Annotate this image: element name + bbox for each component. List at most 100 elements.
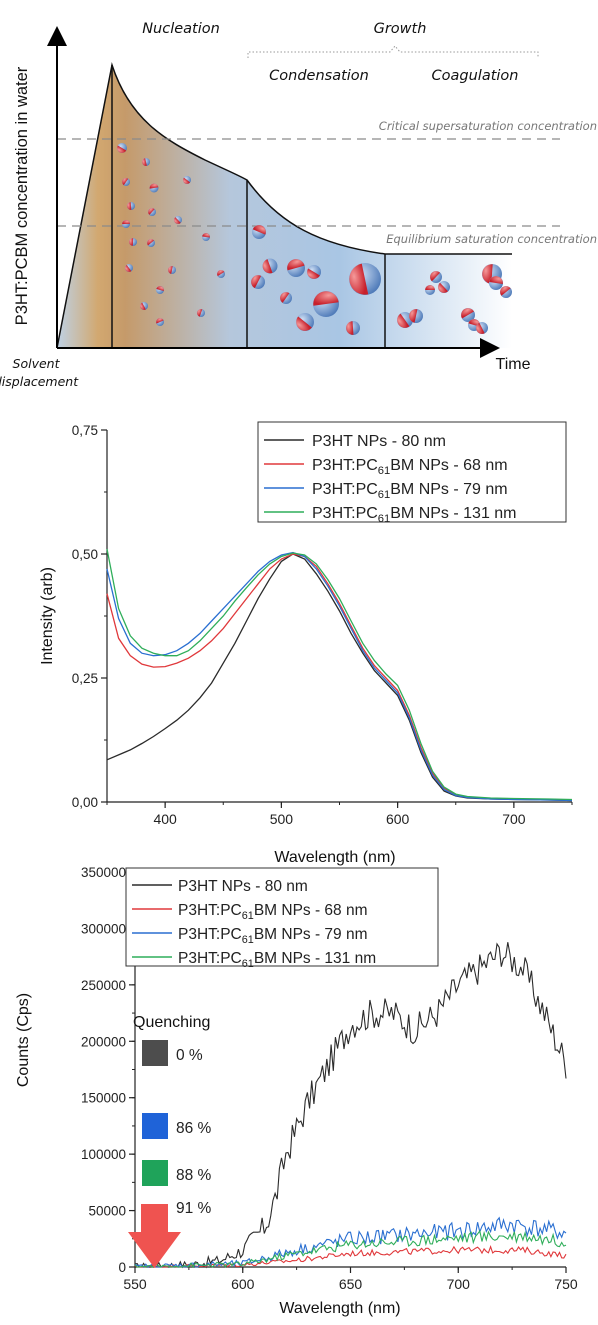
nanoparticles	[117, 143, 512, 335]
diagram-xlabel: Time	[496, 356, 531, 373]
growth-bracket	[247, 45, 539, 58]
emission-series-line	[134, 942, 567, 1269]
quenching-swatch	[142, 1040, 168, 1066]
nanoparticle	[156, 286, 164, 294]
y-tick-label: 200000	[81, 1034, 126, 1049]
nanoparticle	[202, 233, 210, 241]
nanoparticle	[307, 265, 321, 279]
concentration-area	[57, 65, 512, 348]
x-tick-label: 400	[153, 811, 177, 827]
nanoparticle	[346, 321, 360, 335]
concentration-curve	[56, 62, 512, 349]
quenching-value: 0 %	[176, 1047, 203, 1064]
emission-series-line	[134, 1245, 567, 1268]
x-tick-label: 700	[502, 811, 526, 827]
x-tick-label: 550	[123, 1276, 147, 1292]
absorption-xlabel: Wavelength (nm)	[274, 849, 395, 866]
nanoparticle	[287, 259, 305, 277]
legend-label: P3HT:PC61BM NPs - 68 nm	[312, 457, 508, 477]
nanoparticle	[148, 208, 156, 216]
solvent-label-line2: displacement	[0, 374, 79, 389]
legend-label: P3HT NPs - 80 nm	[312, 433, 446, 450]
quenching-arrow-icon	[128, 1204, 181, 1268]
nucleation-growth-diagram: P3HT:PCBM concentration in water Time Nu…	[0, 21, 597, 389]
absorption-series-line	[106, 553, 573, 801]
x-tick-label: 600	[386, 811, 410, 827]
emission-ylabel: Counts (Cps)	[15, 993, 32, 1087]
nanoparticle	[252, 225, 266, 239]
absorption-series-line	[106, 551, 573, 802]
nanoparticle	[349, 263, 381, 295]
y-tick-label: 150000	[81, 1091, 126, 1106]
nanoparticle	[117, 143, 127, 153]
nanoparticle	[168, 266, 176, 274]
nanoparticle	[125, 264, 133, 272]
nanoparticle	[217, 270, 225, 278]
critical-level-label: Critical supersaturation concentration	[379, 119, 597, 133]
nanoparticle	[251, 275, 265, 289]
y-tick-label: 0,25	[72, 671, 98, 686]
quenching-title: Quenching	[133, 1014, 210, 1031]
y-tick-label: 0,00	[72, 795, 98, 810]
y-tick-label: 0,75	[72, 423, 98, 438]
legend-box	[257, 421, 567, 523]
x-tick-label: 500	[270, 811, 294, 827]
emission-legend: P3HT NPs - 80 nm P3HT:PC61BM NPs - 68 nm P…	[125, 867, 439, 970]
nanoparticle	[129, 238, 137, 246]
equilibrium-level-label: Equilibrium saturation concentration	[386, 232, 597, 246]
legend-box	[125, 867, 439, 967]
absorption-series-line	[106, 553, 573, 802]
nanoparticle	[430, 271, 442, 283]
absorption-series-line	[106, 548, 573, 801]
diagram-ylabel: P3HT:PCBM concentration in water	[13, 66, 31, 325]
emission-chart: Counts (Cps) Wavelength (nm) Quenching 5…	[15, 865, 578, 1317]
nanoparticle	[122, 178, 130, 186]
legend-label: P3HT:PC61BM NPs - 131 nm	[178, 950, 376, 970]
quenching-swatch	[142, 1113, 168, 1139]
nanoparticle	[174, 216, 182, 224]
x-tick-label: 700	[447, 1276, 471, 1292]
nanoparticle	[461, 308, 475, 322]
absorption-legend: P3HT NPs - 80 nm P3HT:PC61BM NPs - 68 nm P…	[257, 421, 567, 525]
quenching-legend: 0 % 86 % 88 % 91 %	[128, 1040, 212, 1268]
y-tick-label: 0	[118, 1260, 126, 1275]
emission-series-line	[134, 1229, 567, 1269]
nanoparticle	[500, 286, 512, 298]
legend-label: P3HT NPs - 80 nm	[178, 878, 308, 895]
nanoparticle	[313, 291, 339, 317]
phase-condensation: Condensation	[269, 68, 369, 84]
nanoparticle	[262, 258, 278, 274]
phase-growth: Growth	[374, 21, 427, 37]
nanoparticle	[127, 202, 135, 210]
nanoparticle	[140, 302, 148, 310]
legend-label: P3HT:PC61BM NPs - 79 nm	[178, 926, 368, 946]
nanoparticle	[296, 313, 314, 331]
y-tick-label: 300000	[81, 921, 126, 936]
y-tick-label: 100000	[81, 1147, 126, 1162]
y-tick-label: 250000	[81, 978, 126, 993]
nanoparticle	[409, 309, 423, 323]
nanoparticle	[489, 276, 503, 290]
nanoparticle	[476, 322, 488, 334]
quenching-swatch	[142, 1160, 168, 1186]
legend-label: P3HT:PC61BM NPs - 79 nm	[312, 481, 508, 501]
absorption-chart: Intensity (arb) Wavelength (nm) 400 500 60…	[39, 421, 573, 866]
nanoparticle	[438, 281, 450, 293]
nanoparticle	[280, 292, 292, 304]
y-tick-label: 0,50	[72, 547, 98, 562]
emission-xlabel: Wavelength (nm)	[279, 1300, 400, 1317]
nanoparticle	[122, 220, 130, 228]
nanoparticle	[142, 158, 150, 166]
nanoparticle	[183, 176, 191, 184]
absorption-ylabel: Intensity (arb)	[39, 567, 56, 665]
x-tick-label: 750	[554, 1276, 578, 1292]
quenching-value: 88 %	[176, 1167, 212, 1184]
legend-label: P3HT:PC61BM NPs - 131 nm	[312, 505, 517, 525]
nanoparticle	[425, 285, 435, 295]
nanoparticle	[156, 318, 164, 326]
solvent-label-line1: Solvent	[13, 356, 61, 371]
nanoparticle	[147, 239, 155, 247]
nanoparticle	[149, 183, 159, 193]
x-tick-label: 600	[231, 1276, 255, 1292]
